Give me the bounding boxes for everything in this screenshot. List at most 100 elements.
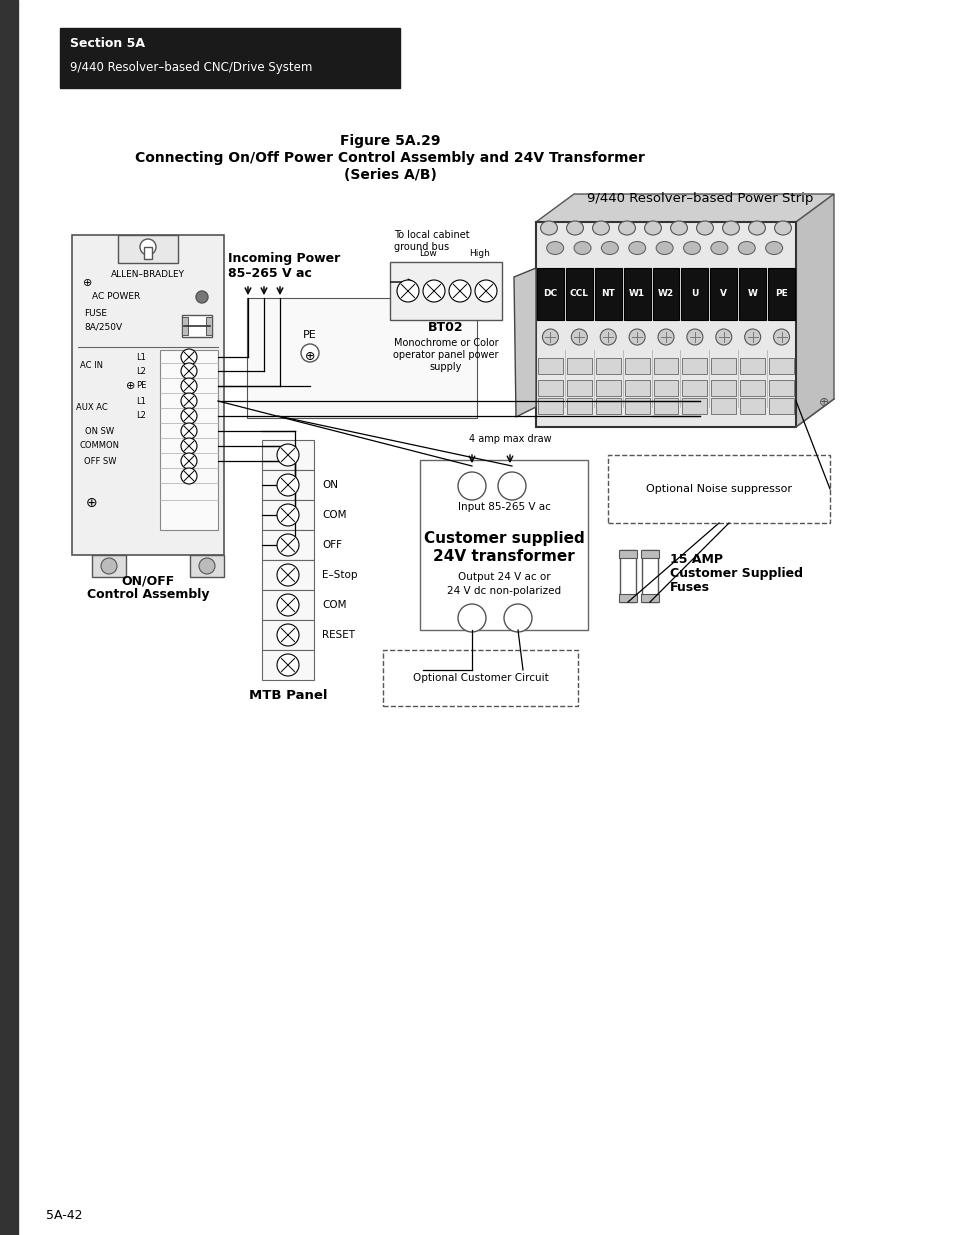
Bar	[160, 350, 218, 530]
Text: Customer supplied: Customer supplied	[423, 531, 584, 546]
Polygon shape	[514, 268, 536, 417]
Bar	[681, 380, 706, 396]
Bar	[623, 268, 650, 320]
Bar	[262, 590, 314, 620]
Ellipse shape	[738, 242, 755, 254]
Text: Control Assembly: Control Assembly	[87, 588, 209, 601]
Text: OFF: OFF	[322, 540, 341, 550]
Circle shape	[276, 594, 298, 616]
Bar	[740, 380, 764, 396]
Text: Output 24 V ac or: Output 24 V ac or	[457, 572, 550, 582]
Ellipse shape	[566, 221, 583, 235]
Text: L1: L1	[136, 352, 146, 362]
Text: PE: PE	[775, 289, 787, 299]
Text: E–Stop: E–Stop	[322, 571, 357, 580]
Circle shape	[773, 329, 789, 345]
Bar	[594, 268, 621, 320]
Text: AC IN: AC IN	[80, 361, 103, 369]
Bar	[640, 594, 659, 601]
Bar	[624, 358, 649, 374]
Circle shape	[396, 280, 418, 303]
Text: Monochrome or Color: Monochrome or Color	[394, 338, 497, 348]
Text: NT: NT	[600, 289, 615, 299]
Bar	[566, 358, 591, 374]
Bar	[419, 459, 587, 630]
Bar	[206, 317, 212, 335]
Text: To local cabinet: To local cabinet	[394, 230, 469, 240]
Circle shape	[140, 240, 156, 254]
Bar	[641, 550, 658, 601]
Bar	[566, 398, 591, 414]
Ellipse shape	[774, 221, 791, 235]
Bar	[624, 380, 649, 396]
Ellipse shape	[682, 242, 700, 254]
Circle shape	[571, 329, 587, 345]
Ellipse shape	[721, 221, 739, 235]
Text: COM: COM	[322, 510, 346, 520]
Text: CCL: CCL	[569, 289, 588, 299]
Circle shape	[542, 329, 558, 345]
Bar	[566, 380, 591, 396]
Ellipse shape	[618, 221, 635, 235]
Text: 9/440 Resolver–based CNC/Drive System: 9/440 Resolver–based CNC/Drive System	[70, 61, 312, 74]
Circle shape	[181, 468, 196, 484]
Ellipse shape	[628, 242, 645, 254]
Bar	[262, 559, 314, 590]
Bar	[710, 268, 737, 320]
Bar	[71, 235, 224, 555]
Circle shape	[181, 438, 196, 454]
Bar	[565, 268, 592, 320]
Text: L1: L1	[136, 396, 146, 405]
Ellipse shape	[710, 242, 727, 254]
Circle shape	[457, 472, 485, 500]
Text: PE: PE	[136, 382, 146, 390]
Ellipse shape	[644, 221, 660, 235]
Text: ON/OFF: ON/OFF	[121, 574, 174, 587]
Text: COM: COM	[322, 600, 346, 610]
Bar	[681, 358, 706, 374]
Bar	[190, 555, 224, 577]
Polygon shape	[795, 194, 833, 427]
Text: Customer Supplied: Customer Supplied	[669, 567, 802, 580]
Circle shape	[181, 378, 196, 394]
Text: U: U	[691, 289, 698, 299]
Text: Input 85-265 V ac: Input 85-265 V ac	[457, 501, 550, 513]
Circle shape	[276, 534, 298, 556]
Text: W2: W2	[658, 289, 674, 299]
Text: ⊕: ⊕	[83, 278, 92, 288]
Text: 8A/250V: 8A/250V	[84, 322, 122, 331]
Bar	[739, 268, 765, 320]
Text: COMMON: COMMON	[80, 441, 120, 451]
Text: supply: supply	[430, 362, 461, 372]
Circle shape	[181, 363, 196, 379]
Circle shape	[199, 558, 214, 574]
Bar	[618, 594, 637, 601]
Bar	[262, 471, 314, 500]
Text: Figure 5A.29: Figure 5A.29	[339, 135, 439, 148]
Text: Section 5A: Section 5A	[70, 37, 145, 49]
Circle shape	[301, 345, 318, 362]
Circle shape	[497, 472, 525, 500]
Text: 24V transformer: 24V transformer	[433, 550, 575, 564]
Bar	[768, 398, 793, 414]
Text: W: W	[747, 289, 757, 299]
Circle shape	[276, 474, 298, 496]
Text: Low: Low	[418, 249, 436, 258]
Text: BT02: BT02	[428, 321, 463, 333]
Circle shape	[475, 280, 497, 303]
Text: Optional Customer Circuit: Optional Customer Circuit	[413, 673, 548, 683]
Circle shape	[181, 350, 196, 366]
Text: ⊕: ⊕	[818, 396, 828, 410]
Text: W1: W1	[628, 289, 644, 299]
Text: OFF SW: OFF SW	[84, 457, 116, 466]
Circle shape	[181, 408, 196, 424]
Bar	[640, 550, 659, 558]
Circle shape	[276, 655, 298, 676]
Text: ⊕: ⊕	[304, 350, 314, 363]
Bar	[767, 268, 794, 320]
Ellipse shape	[600, 242, 618, 254]
Text: 24 V dc non-polarized: 24 V dc non-polarized	[446, 585, 560, 597]
Bar	[537, 268, 563, 320]
Ellipse shape	[540, 221, 557, 235]
Circle shape	[686, 329, 702, 345]
